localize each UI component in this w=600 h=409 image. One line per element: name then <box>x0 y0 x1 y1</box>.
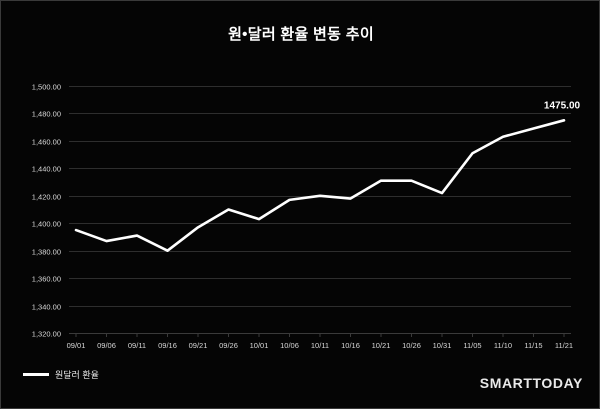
y-axis-tick-label: 1,420.00 <box>32 192 61 201</box>
data-point-annotations: 1475.00 <box>544 100 581 111</box>
x-axis-tick-label: 10/06 <box>280 341 299 350</box>
x-axis-tick-label: 10/31 <box>433 341 452 350</box>
x-axis-tick-label: 09/26 <box>219 341 238 350</box>
y-axis-tick-label: 1,400.00 <box>32 219 61 228</box>
x-axis-tick-label: 10/21 <box>372 341 391 350</box>
x-axis-tick-label: 10/01 <box>250 341 269 350</box>
data-point-value-label: 1475.00 <box>544 100 581 111</box>
x-axis-tick-label: 11/15 <box>524 341 542 350</box>
chart-title: 원•달러 환율 변동 추이 <box>228 26 374 43</box>
y-axis-tick-label: 1,460.00 <box>32 137 61 146</box>
y-axis-tick-label: 1,320.00 <box>32 329 61 338</box>
y-axis-tick-label: 1,380.00 <box>32 247 61 256</box>
data-series-group <box>74 119 566 252</box>
x-axis-tick-label: 09/21 <box>189 341 208 350</box>
chart-legend: 원달러 환율 <box>23 368 99 381</box>
gridlines-group <box>69 86 571 337</box>
x-axis-tick-label: 11/21 <box>555 341 573 350</box>
y-axis-tick-label: 1,500.00 <box>32 82 61 91</box>
x-axis-tick-labels: 09/01 09/06 09/11 09/16 09/21 09/26 10/01 10/06… <box>67 341 574 350</box>
x-axis-tick-label: 10/11 <box>311 341 329 350</box>
y-axis-tick-labels: 1,500.00 1,480.00 1,460.00 1,440.00 1,420.00… <box>32 82 61 338</box>
y-axis-tick-label: 1,360.00 <box>32 274 61 283</box>
legend-color-swatch <box>23 373 49 376</box>
y-axis-tick-label: 1,440.00 <box>32 164 61 173</box>
x-axis-tick-label: 11/10 <box>494 341 512 350</box>
x-axis-tick-label: 09/16 <box>158 341 177 350</box>
legend-series-label: 원달러 환율 <box>55 370 99 380</box>
x-axis-tick-label: 09/06 <box>97 341 116 350</box>
y-axis-tick-label: 1,480.00 <box>32 109 61 118</box>
x-axis-tick-label: 10/16 <box>341 341 360 350</box>
x-axis-tick-label: 10/26 <box>402 341 421 350</box>
x-axis-tick-label: 09/01 <box>67 341 86 350</box>
smarttoday-watermark-logo: SMARTTODAY <box>479 375 583 391</box>
x-axis-tick-label: 11/05 <box>463 341 481 350</box>
series-line-원달러 환율 <box>74 119 566 252</box>
x-axis-tick-label: 09/11 <box>128 341 146 350</box>
y-axis-tick-label: 1,340.00 <box>32 302 61 311</box>
